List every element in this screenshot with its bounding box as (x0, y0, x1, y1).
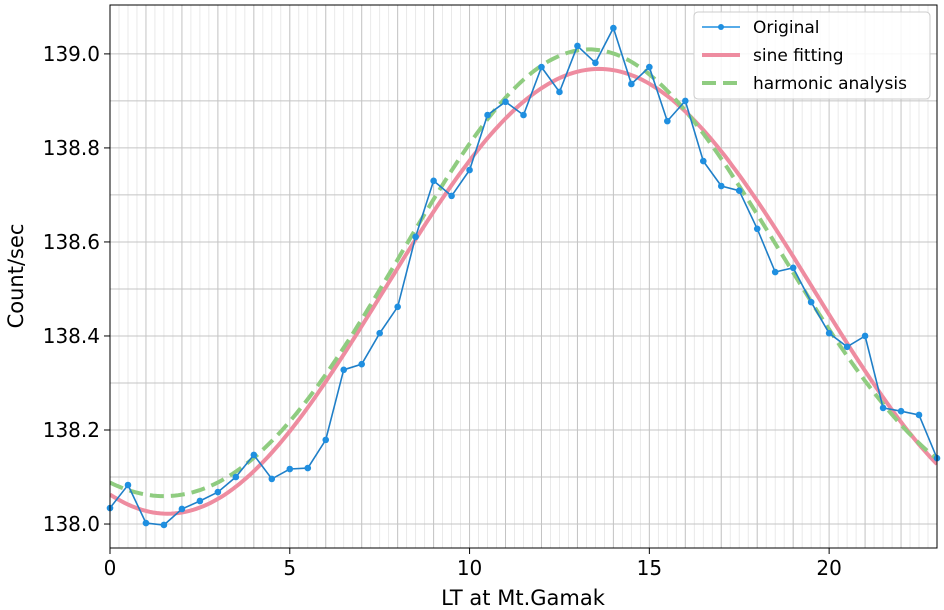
original-data-point (556, 88, 563, 96)
original-data-point (196, 497, 204, 505)
original-data-point (502, 98, 509, 106)
original-data-point (304, 464, 312, 472)
original-data-point (160, 521, 168, 529)
original-data-point (682, 97, 689, 105)
original-data-point (789, 264, 797, 272)
original-data-point (358, 360, 365, 368)
original-data-point (735, 187, 743, 195)
original-data-point (520, 111, 527, 119)
y-tick-label: 138.8 (43, 136, 100, 160)
original-data-point (484, 111, 491, 119)
original-data-point (232, 473, 240, 481)
original-data-point (394, 303, 401, 311)
original-data-point (879, 404, 887, 412)
x-axis-label: LT at Mt.Gamak (441, 586, 606, 610)
original-data-point (807, 298, 815, 306)
original-data-point (915, 411, 923, 419)
legend-label: harmonic analysis (753, 74, 907, 94)
original-data-point (448, 192, 455, 200)
y-axis-label: Count/sec (4, 224, 28, 329)
original-data-point (376, 329, 383, 337)
original-data-point (322, 436, 330, 444)
x-tick-label: 0 (104, 556, 117, 580)
plot-frame (109, 4, 938, 549)
original-data-point (268, 475, 276, 483)
y-tick-label: 138.2 (43, 418, 100, 442)
original-data-point (574, 42, 581, 50)
x-tick-label: 10 (457, 556, 482, 580)
legend-label: sine fitting (753, 46, 844, 66)
original-data-point (628, 80, 635, 88)
legend-marker (718, 24, 724, 30)
original-data-point (340, 366, 348, 374)
original-data-point (699, 157, 707, 165)
original-data-point (466, 166, 473, 174)
x-tick-label: 20 (816, 556, 841, 580)
original-data-point (825, 329, 833, 337)
curves (106, 24, 941, 529)
legend-label: Original (753, 18, 820, 38)
original-data-point (430, 177, 437, 185)
original-data-point (753, 225, 761, 233)
original-data-point (142, 519, 150, 527)
original-data-point (897, 407, 905, 415)
original-data-point (843, 343, 851, 351)
original-data-point (717, 182, 725, 190)
original-data-point (124, 481, 132, 489)
legend: Original sine fitting harmonic analysis (693, 11, 931, 100)
legend-box (693, 11, 931, 100)
y-tick-label: 138.4 (43, 324, 100, 348)
x-tick-label: 15 (637, 556, 662, 580)
original-data-point (610, 24, 617, 32)
original-data-point (178, 505, 186, 513)
sine-fit-line (110, 66, 937, 516)
original-data-point (646, 63, 653, 71)
original-data-point (214, 488, 222, 496)
original-data-point (286, 465, 294, 473)
original-data-point (592, 59, 599, 67)
ticks: 0 5 10 15 20 138.0 138.2 138.4 138.6 138.8 139.0 (43, 42, 842, 580)
grid (109, 5, 938, 548)
original-data-point (250, 451, 258, 459)
y-tick-label: 139.0 (43, 42, 100, 66)
y-tick-label: 138.0 (43, 512, 100, 536)
original-data-point (664, 117, 671, 125)
original-data-point (861, 332, 869, 340)
original-data-point (771, 268, 779, 276)
original-data-point (538, 63, 545, 71)
original-data-point (412, 233, 419, 241)
y-tick-label: 138.6 (43, 230, 100, 254)
x-tick-label: 5 (283, 556, 296, 580)
